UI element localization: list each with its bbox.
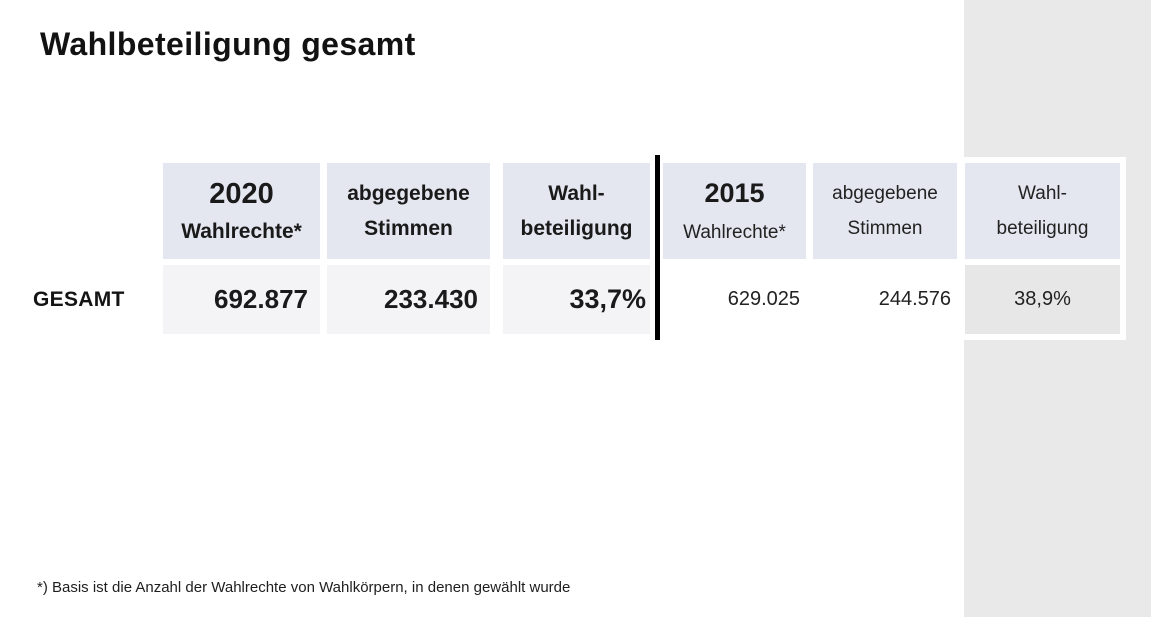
header-label: abgegebene [832,182,938,204]
header-label: Stimmen [847,217,923,239]
header-label: beteiligung [996,217,1089,239]
value-2020-stimmen: 233.430 [327,265,490,334]
value-2015-wahlrechte: 629.025 [663,265,806,334]
row-label-gesamt: GESAMT [33,287,125,311]
header-label: Wahl- [548,181,605,205]
header-year-2015: 2015 [704,178,765,208]
header-label: beteiligung [520,216,633,240]
header-2015-wahlbeteiligung: Wahl- beteiligung [959,157,1126,265]
header-year-2020: 2020 [209,178,274,210]
value-2015-wahlbeteiligung: 38,9% [959,259,1126,340]
year-divider-line [655,155,660,340]
header-2015-stimmen: abgegebene Stimmen [813,163,957,259]
header-label: abgegebene [347,181,470,205]
header-label: Wahl- [1018,182,1067,204]
header-label: Wahlrechte* [181,220,302,243]
value-2020-wahlrechte: 692.877 [163,265,320,334]
footnote-basis: *) Basis ist die Anzahl der Wahlrechte v… [37,579,571,596]
header-label: Wahlrechte* [683,222,786,243]
value-2015-stimmen: 244.576 [813,265,957,334]
header-2020-stimmen: abgegebene Stimmen [327,163,490,259]
page-title: Wahlbeteiligung gesamt [40,26,416,62]
value-2020-wahlbeteiligung: 33,7% [503,265,650,334]
header-2020-wahlrechte: 2020 Wahlrechte* [163,163,320,259]
header-2020-wahlbeteiligung: Wahl- beteiligung [503,163,650,259]
header-2015-wahlrechte: 2015 Wahlrechte* [663,163,806,259]
header-label: Stimmen [364,216,453,240]
